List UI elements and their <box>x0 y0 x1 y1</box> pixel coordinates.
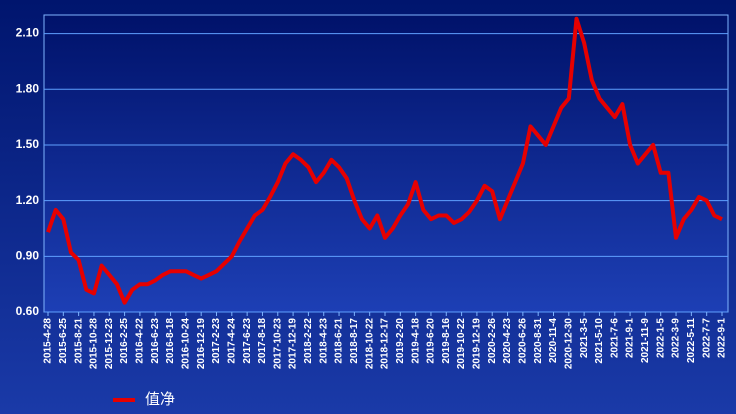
x-tick-label: 2017-4-24 <box>226 318 237 364</box>
x-tick-label: 2015-4-28 <box>43 318 54 364</box>
x-tick-label: 2016-8-18 <box>165 318 176 364</box>
x-tick-label: 2019-4-18 <box>410 318 421 364</box>
y-tick-label: 1.50 <box>16 137 40 151</box>
y-tick-label: 2.10 <box>16 26 40 40</box>
x-tick-label: 2015-12-23 <box>104 318 115 370</box>
x-tick-label: 2022-9-1 <box>717 318 728 358</box>
x-tick-label: 2017-10-23 <box>272 318 283 370</box>
plot-area <box>43 14 729 313</box>
x-tick-label: 2022-7-7 <box>701 318 712 358</box>
x-tick-label: 2017-8-18 <box>257 318 268 364</box>
x-tick-label: 2016-10-24 <box>181 318 192 370</box>
x-tick-label: 2020-8-31 <box>533 318 544 364</box>
x-tick-label: 2020-2-26 <box>487 318 498 364</box>
x-tick-label: 2020-6-26 <box>518 318 529 364</box>
x-tick-label: 2018-6-21 <box>334 318 345 364</box>
x-tick-label: 2018-12-17 <box>380 318 391 370</box>
y-tick-label: 0.60 <box>16 304 40 318</box>
x-tick-label: 2021-9-1 <box>625 318 636 358</box>
x-tick-label: 2020-4-23 <box>502 318 513 364</box>
x-tick-label: 2019-2-20 <box>395 318 406 364</box>
x-tick-label: 2016-6-23 <box>150 318 161 364</box>
x-tick-label: 2019-12-19 <box>472 318 483 370</box>
legend-label: 值净 <box>145 391 175 408</box>
x-tick-label: 2016-4-22 <box>135 318 146 364</box>
x-tick-label: 2022-3-9 <box>671 318 682 358</box>
line-series <box>46 16 723 305</box>
x-tick-label: 2021-3-5 <box>579 318 590 358</box>
x-tick-label: 2015-8-21 <box>73 318 84 364</box>
x-tick-label: 2017-2-23 <box>211 318 222 364</box>
x-tick-label: 2017-6-23 <box>242 318 253 364</box>
y-tick-label: 1.20 <box>16 193 40 207</box>
x-tick-label: 2018-2-22 <box>303 318 314 364</box>
x-tick-label: 2020-12-30 <box>563 318 574 370</box>
y-tick-label: 1.80 <box>16 81 40 95</box>
x-tick-label: 2020-11-4 <box>548 318 559 363</box>
x-tick-label: 2022-1-5 <box>655 318 666 358</box>
x-tick-label: 2021-7-6 <box>609 318 620 358</box>
x-tick-label: 2015-6-25 <box>58 318 69 364</box>
x-tick-label: 2016-12-19 <box>196 318 207 370</box>
y-tick-label: 0.90 <box>16 248 40 262</box>
x-tick-label: 2018-10-22 <box>364 318 375 370</box>
x-tick-label: 2021-11-9 <box>640 318 651 363</box>
x-tick-label: 2019-10-22 <box>456 318 467 370</box>
x-tick-label: 2019-6-20 <box>426 318 437 364</box>
x-tick-label: 2018-4-23 <box>318 318 329 364</box>
x-tick-label: 2018-8-17 <box>349 318 360 364</box>
x-tick-label: 2015-10-28 <box>89 318 100 370</box>
x-tick-label: 2017-12-19 <box>288 318 299 370</box>
x-tick-label: 2021-5-10 <box>594 318 605 364</box>
x-tick-label: 2016-2-25 <box>119 318 130 364</box>
x-tick-label: 2019-8-16 <box>441 318 452 364</box>
x-tick-label: 2022-5-11 <box>686 318 697 363</box>
